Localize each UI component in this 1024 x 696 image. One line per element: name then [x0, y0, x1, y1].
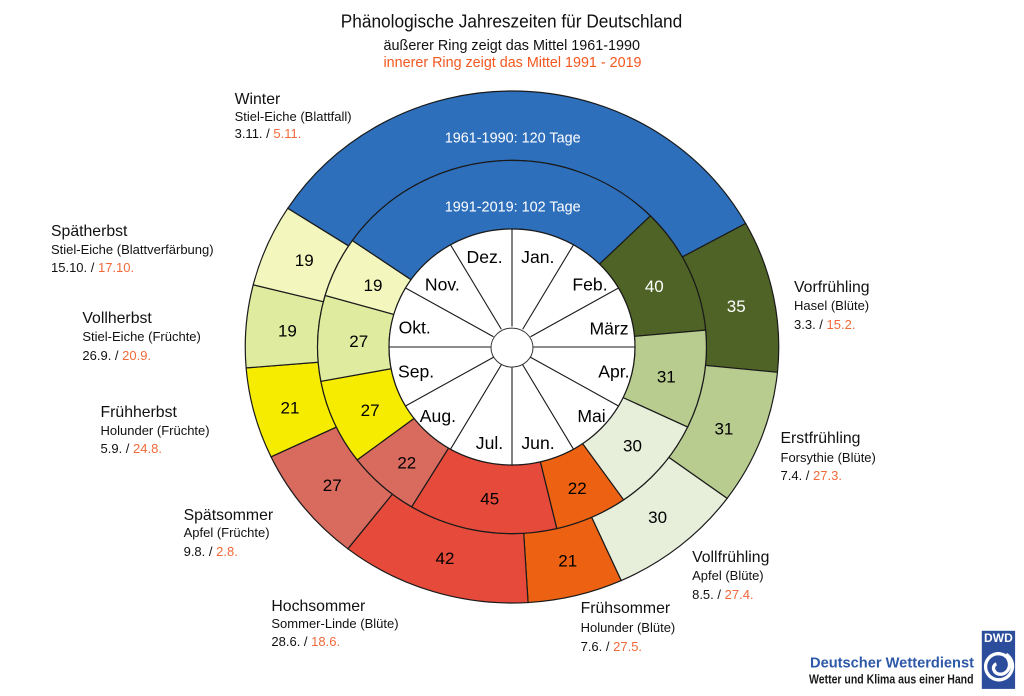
svg-text:19: 19 — [364, 276, 383, 295]
svg-text:21: 21 — [281, 398, 300, 417]
svg-text:27: 27 — [349, 332, 368, 351]
svg-text:19: 19 — [278, 322, 297, 341]
svg-text:Mai: Mai — [577, 406, 605, 426]
svg-text:äußerer Ring zeigt das Mittel: äußerer Ring zeigt das Mittel 1961-1990 — [384, 37, 641, 54]
svg-text:30: 30 — [623, 437, 642, 456]
svg-text:Aug.: Aug. — [420, 406, 456, 426]
svg-text:19: 19 — [295, 251, 314, 270]
svg-text:31: 31 — [657, 367, 676, 386]
svg-text:30: 30 — [648, 508, 667, 527]
svg-text:Nov.: Nov. — [425, 275, 460, 295]
svg-text:Wetter und Klima aus einer Han: Wetter und Klima aus einer Hand — [809, 671, 974, 686]
svg-text:Feb.: Feb. — [572, 275, 607, 295]
svg-text:Phänologische Jahreszeiten für: Phänologische Jahreszeiten für Deutschla… — [341, 10, 683, 31]
svg-text:Jul.: Jul. — [476, 433, 503, 453]
svg-text:22: 22 — [397, 453, 416, 472]
svg-text:innerer Ring zeigt das Mittel: innerer Ring zeigt das Mittel 1991 - 201… — [384, 54, 642, 71]
svg-text:27: 27 — [361, 401, 380, 420]
svg-text:Deutscher Wetterdienst: Deutscher Wetterdienst — [810, 655, 974, 672]
svg-text:45: 45 — [480, 490, 499, 509]
svg-text:Apr.: Apr. — [598, 361, 629, 381]
svg-text:DWD: DWD — [984, 633, 1013, 645]
svg-text:Sep.: Sep. — [398, 362, 434, 382]
svg-text:21: 21 — [558, 552, 577, 571]
svg-text:35: 35 — [727, 297, 746, 316]
svg-text:Jan.: Jan. — [521, 247, 554, 267]
svg-text:40: 40 — [645, 277, 664, 296]
svg-text:Okt.: Okt. — [399, 317, 431, 337]
svg-text:1961-1990: 120 Tage: 1961-1990: 120 Tage — [445, 130, 581, 147]
svg-text:42: 42 — [436, 549, 455, 568]
svg-text:Jun.: Jun. — [521, 433, 554, 453]
svg-text:1991-2019: 102 Tage: 1991-2019: 102 Tage — [445, 199, 581, 216]
svg-text:22: 22 — [568, 479, 587, 498]
svg-text:Dez.: Dez. — [467, 247, 503, 267]
svg-text:31: 31 — [714, 420, 733, 439]
svg-text:März: März — [589, 318, 628, 338]
svg-text:27: 27 — [323, 476, 342, 495]
